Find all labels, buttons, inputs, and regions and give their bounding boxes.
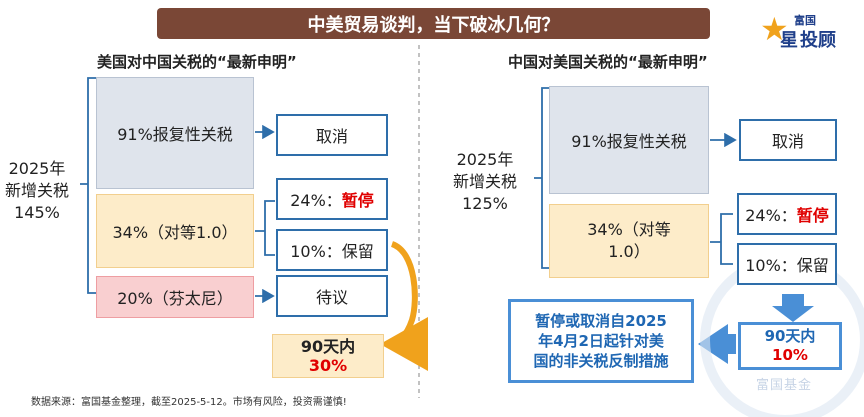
- left-result-10: 10%： 保留: [276, 229, 388, 271]
- right-tier-91: 91%报复性关税: [549, 86, 709, 194]
- left-heading: 美国对中国关税的“最新申明”: [97, 53, 297, 71]
- left-year-label: 2025年 新增关税 145%: [4, 159, 69, 222]
- right-outcome: 90天内 10%: [738, 322, 842, 370]
- down-arrow: [772, 294, 814, 322]
- right-result-24: 24%： 暂停: [737, 193, 837, 235]
- right-tier-34: 34%（对等 1.0）: [549, 204, 709, 278]
- right-result-10: 10%： 保留: [737, 243, 837, 285]
- left-result-pending: 待议: [276, 275, 388, 317]
- left-block-arrow: [698, 324, 736, 364]
- left-result-24: 24%： 暂停: [276, 178, 388, 220]
- left-tier-34: 34%（对等1.0）: [96, 194, 254, 268]
- star-icon: ★: [760, 10, 789, 48]
- source-note: 数据来源：富国基金整理，截至2025-5-12。市场有风险，投资需谨慎!: [31, 397, 347, 408]
- right-brace: [534, 87, 550, 269]
- left-outcome: 90天内 30%: [272, 334, 384, 378]
- right-result-cancel: 取消: [739, 119, 837, 161]
- logo-star-text: 星: [780, 30, 798, 51]
- left-tier-91: 91%报复性关税: [96, 77, 254, 189]
- page-title: 中美贸易谈判，当下破冰几何？: [157, 8, 710, 39]
- right-year-label: 2025年 新增关税 125%: [452, 150, 517, 213]
- left-result-cancel: 取消: [276, 114, 388, 156]
- right-heading: 中国对美国关税的“最新申明”: [508, 53, 708, 71]
- left-tier-20: 20%（芬太尼）: [96, 276, 254, 318]
- logo-top-text: 富国: [794, 14, 816, 27]
- logo: ★ 富国 星 投顾: [760, 10, 840, 51]
- left-brace: [80, 77, 98, 294]
- right-measure: 暂停或取消自2025 年4月2日起针对美 国的非关税反制措施: [508, 299, 694, 383]
- logo-bottom-text: 投顾: [800, 30, 836, 51]
- gold-arrow: [380, 241, 429, 371]
- watermark-text: 富国基金: [756, 378, 813, 393]
